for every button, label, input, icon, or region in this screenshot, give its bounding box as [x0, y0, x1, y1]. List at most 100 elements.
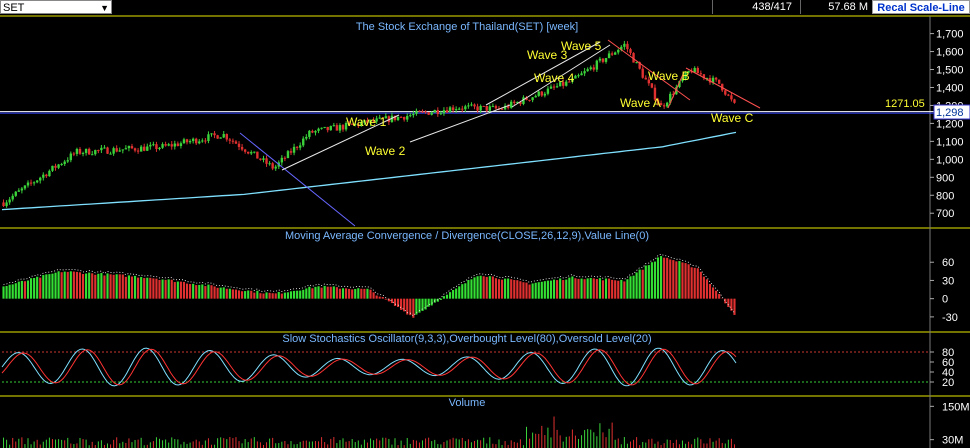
candle-body	[311, 130, 314, 133]
candle-body	[393, 115, 397, 121]
candle-body	[730, 95, 733, 100]
candle-body	[265, 158, 268, 164]
candle-body	[106, 147, 109, 154]
candle-body	[155, 144, 158, 150]
candle-body	[705, 78, 709, 80]
candle-body	[629, 49, 632, 54]
candle-body	[302, 138, 305, 146]
stoch-y-tick-label: 20	[942, 377, 954, 389]
candle-body	[387, 116, 391, 122]
candle-body	[632, 53, 635, 63]
candle-body	[733, 99, 736, 103]
candle-body	[399, 116, 403, 118]
candle-body	[326, 126, 329, 131]
long-moving-average-line	[1, 131, 737, 211]
candle-body	[693, 67, 696, 73]
candle-body	[506, 105, 510, 108]
candle-body	[522, 97, 525, 104]
candle-body	[149, 144, 152, 147]
candle-body	[243, 149, 247, 152]
candle-body	[51, 165, 54, 171]
candle-body	[124, 148, 128, 150]
candle-body	[115, 148, 118, 152]
candle-body	[430, 112, 433, 115]
volume-y-tick-label: 150M	[942, 401, 970, 413]
candle-body	[641, 68, 644, 78]
candle-body	[445, 110, 449, 113]
candle-body	[289, 151, 293, 153]
candle-body	[69, 153, 73, 161]
recal-scale-line-button[interactable]: Recal Scale-Line	[872, 0, 970, 14]
candle-body	[231, 140, 235, 142]
trend-line	[409, 104, 511, 143]
chevron-down-icon[interactable]: ▼	[100, 3, 109, 13]
candle-body	[240, 146, 244, 150]
macd-y-tick-label: -30	[942, 312, 958, 324]
symbol-value: SET	[3, 2, 25, 14]
candle-body	[228, 139, 232, 141]
candle-body	[253, 151, 256, 153]
candle-body	[375, 118, 378, 122]
candle-body	[724, 90, 727, 95]
candle-body	[439, 113, 443, 115]
candle-body	[323, 126, 326, 128]
candle-body	[314, 130, 317, 133]
trend-line	[511, 44, 611, 108]
candle-body	[372, 119, 375, 122]
candle-body	[246, 151, 250, 154]
candle-body	[369, 119, 372, 124]
candle-body	[308, 130, 311, 137]
macd-title: Moving Average Convergence / Divergence(…	[285, 230, 649, 242]
candle-body	[48, 170, 51, 177]
candle-body	[409, 115, 412, 117]
candle-body	[42, 174, 45, 178]
candle-body	[574, 75, 577, 79]
candle-body	[100, 147, 103, 151]
candle-body	[421, 111, 424, 113]
candle-body	[298, 145, 302, 148]
candle-body	[577, 75, 580, 77]
candle-body	[479, 105, 482, 111]
candle-body	[558, 82, 562, 87]
candle-body	[436, 110, 440, 115]
candle-body	[384, 116, 388, 119]
candle-body	[396, 116, 400, 121]
candle-body	[510, 101, 513, 108]
candle-body	[57, 164, 60, 168]
wave-label-c: Wave C	[711, 111, 754, 125]
candle-body	[494, 106, 498, 109]
candle-body	[341, 125, 345, 130]
candle-body	[717, 79, 721, 84]
trend-line	[281, 114, 400, 171]
candle-body	[344, 123, 348, 130]
candle-body	[2, 202, 5, 207]
candle-body	[607, 53, 611, 59]
candle-body	[675, 87, 678, 95]
candle-body	[620, 46, 623, 50]
candle-body	[656, 99, 660, 104]
candle-body	[305, 136, 308, 139]
trend-line	[239, 132, 356, 227]
candle-body	[610, 53, 614, 55]
candle-body	[669, 93, 672, 103]
macd-panel: -30 0 30 60	[2, 253, 958, 324]
candle-body	[152, 144, 155, 146]
candle-body	[623, 43, 626, 47]
candle-body	[451, 107, 455, 111]
candle-body	[647, 79, 651, 84]
candle-body	[176, 143, 180, 147]
candle-body	[699, 73, 703, 75]
volume-panel: 30M 150M	[3, 401, 970, 448]
candle-body	[412, 113, 415, 116]
candle-body	[39, 177, 42, 181]
candle-body	[234, 141, 238, 144]
candle-body	[552, 86, 556, 88]
candle-body	[644, 77, 647, 80]
symbol-selector[interactable]: SET ▼	[0, 0, 112, 14]
candle-body	[35, 180, 39, 183]
candle-body	[543, 93, 547, 96]
candle-body	[81, 152, 85, 154]
candle-body	[470, 104, 473, 106]
candle-body	[118, 150, 121, 152]
